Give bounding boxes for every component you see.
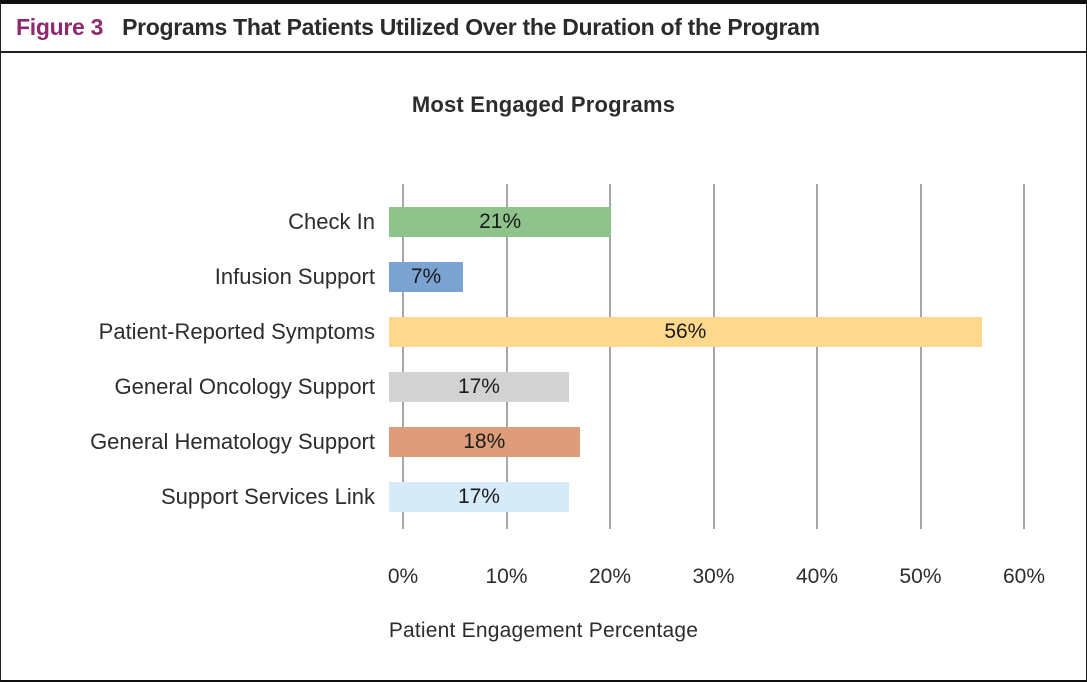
x-tick-label: 40%: [795, 565, 839, 588]
bar-value-label: 21%: [479, 209, 522, 233]
x-axis-label: Patient Engagement Percentage: [388, 619, 699, 642]
chart-title: Most Engaged Programs: [411, 92, 676, 117]
bar: 18%: [389, 426, 580, 457]
bar-value-label: 17%: [457, 374, 500, 398]
bar-track: 56%: [389, 316, 1024, 347]
bar-row: General Oncology Support 17%: [1, 359, 1024, 414]
x-tick-label: 20%: [588, 565, 632, 588]
bar-row: Infusion Support 7%: [1, 249, 1024, 304]
bar-row: General Hematology Support 18%: [1, 414, 1024, 469]
bar-track: 17%: [389, 481, 1024, 512]
bar: 17%: [389, 371, 569, 402]
x-tick-label: 60%: [1002, 565, 1046, 588]
gridline: [816, 184, 818, 529]
category-label: General Oncology Support: [114, 373, 376, 399]
x-tick-label: 50%: [899, 565, 942, 588]
x-tick-label: 0%: [387, 565, 419, 588]
bar-track: 7%: [389, 261, 1024, 292]
category-label: General Hematology Support: [90, 428, 375, 454]
category-label: Check In: [288, 208, 375, 234]
bar: 17%: [389, 481, 569, 512]
bar-value-label: 56%: [664, 319, 707, 343]
gridline: [1023, 184, 1025, 529]
bar-row: Patient-Reported Symptoms 56%: [1, 304, 1024, 359]
bar: 56%: [389, 316, 982, 347]
bar-track: 21%: [389, 206, 1024, 237]
gridline: [402, 184, 404, 529]
x-tick-label: 10%: [485, 565, 528, 588]
gridline: [919, 184, 922, 529]
bar-rows-container: Check In 21% Infusion Support 7% Patient-Rep…: [1, 194, 1024, 524]
x-tick-label: 30%: [692, 565, 735, 588]
bar-value-label: 17%: [457, 484, 500, 508]
category-label: Support Services Link: [161, 483, 375, 509]
category-label: Patient-Reported Symptoms: [98, 318, 375, 344]
bar-value-label: 18%: [463, 429, 506, 453]
figure-caption-title: Programs That Patients Utilized Over the…: [122, 14, 820, 40]
figure-caption: Figure 3 Programs That Patients Utilized…: [1, 4, 1086, 53]
category-label: Infusion Support: [214, 263, 375, 289]
bar: 21%: [389, 206, 612, 237]
gridline: [609, 184, 611, 529]
bar-track: 18%: [389, 426, 1024, 457]
gridlines-container: [402, 184, 1025, 529]
bar-track: 17%: [389, 371, 1024, 402]
figure-number-label: Figure 3: [16, 14, 104, 40]
bar-row: Check In 21%: [1, 194, 1024, 249]
bar-row: Support Services Link 17%: [1, 469, 1024, 524]
bar: 7%: [389, 261, 464, 292]
x-axis-ticks: 0% 10% 20% 30% 40% 50% 60%: [388, 565, 1045, 595]
gridline: [712, 184, 715, 529]
bar-value-label: 7%: [410, 264, 442, 288]
gridline: [505, 184, 508, 529]
